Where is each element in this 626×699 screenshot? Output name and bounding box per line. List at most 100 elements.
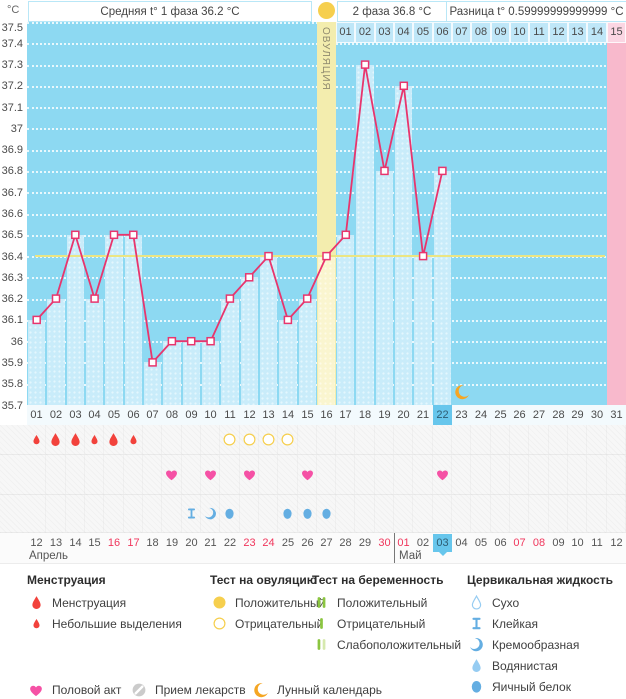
day-cell[interactable] (587, 495, 607, 532)
day-cell[interactable] (336, 455, 355, 494)
day-cell[interactable] (143, 495, 162, 532)
day-cell[interactable] (46, 495, 66, 532)
day-cell[interactable] (124, 455, 143, 494)
day-cell[interactable] (607, 425, 626, 454)
day-cell[interactable] (201, 425, 220, 454)
day-cell[interactable] (46, 455, 66, 494)
calendar-date[interactable]: 04 (455, 537, 468, 549)
day-cell[interactable] (549, 425, 568, 454)
day-cell[interactable] (182, 455, 201, 494)
day-cell[interactable] (182, 425, 201, 454)
day-cell[interactable] (394, 455, 413, 494)
day-cell[interactable] (124, 425, 143, 454)
calendar-date[interactable]: 29 (358, 537, 372, 549)
day-cell[interactable] (471, 455, 491, 494)
day-cell[interactable] (220, 495, 240, 532)
calendar-date[interactable]: 01 (397, 537, 410, 549)
calendar-date[interactable]: 23 (243, 537, 256, 549)
day-cell[interactable] (491, 495, 510, 532)
day-cell[interactable] (433, 455, 452, 494)
day-cell[interactable] (394, 495, 413, 532)
day-cell[interactable] (298, 425, 317, 454)
day-cell[interactable] (162, 455, 182, 494)
day-cell[interactable] (85, 455, 104, 494)
day-cell[interactable] (278, 455, 298, 494)
calendar-date[interactable]: 22 (223, 537, 237, 549)
day-cell[interactable] (375, 495, 394, 532)
day-cell[interactable] (298, 455, 317, 494)
day-cell[interactable] (355, 495, 375, 532)
day-cell[interactable] (240, 425, 259, 454)
calendar-date[interactable]: 14 (69, 537, 82, 549)
calendar-date[interactable]: 24 (262, 537, 275, 549)
day-cell[interactable] (143, 455, 162, 494)
day-cell[interactable] (220, 425, 240, 454)
day-cell[interactable] (355, 425, 375, 454)
day-cell[interactable] (259, 455, 278, 494)
day-cell[interactable] (298, 495, 317, 532)
day-cell[interactable] (529, 455, 549, 494)
calendar-date[interactable]: 17 (127, 537, 140, 549)
day-cell[interactable] (549, 495, 568, 532)
day-cell[interactable] (240, 455, 259, 494)
day-cell[interactable] (162, 425, 182, 454)
day-cell[interactable] (85, 495, 104, 532)
day-cell[interactable] (336, 495, 355, 532)
day-cell[interactable] (201, 455, 220, 494)
day-cell[interactable] (278, 425, 298, 454)
day-cell[interactable] (162, 495, 182, 532)
day-cell[interactable] (510, 425, 529, 454)
calendar-date[interactable]: 06 (494, 537, 507, 549)
day-cell[interactable] (240, 495, 259, 532)
calendar-date[interactable]: 12 (610, 537, 623, 549)
day-cell[interactable] (317, 495, 336, 532)
calendar-date[interactable]: 11 (591, 537, 603, 549)
calendar-date[interactable]: 28 (339, 537, 352, 549)
day-cell[interactable] (587, 425, 607, 454)
day-cell[interactable] (413, 455, 433, 494)
day-cell[interactable] (607, 495, 626, 532)
day-cell[interactable] (510, 455, 529, 494)
calendar-date[interactable]: 25 (281, 537, 295, 549)
day-cell[interactable] (452, 425, 471, 454)
day-cell[interactable] (317, 425, 336, 454)
day-cell[interactable] (66, 425, 85, 454)
day-cell[interactable] (375, 425, 394, 454)
calendar-date[interactable]: 07 (513, 537, 526, 549)
day-cell[interactable] (607, 455, 626, 494)
calendar-date[interactable]: 10 (571, 537, 584, 549)
calendar-date[interactable]: 03 (433, 534, 452, 552)
day-cell[interactable] (66, 455, 85, 494)
calendar-date[interactable]: 12 (30, 537, 43, 549)
calendar-date[interactable]: 26 (301, 537, 314, 549)
day-cell[interactable] (568, 455, 587, 494)
day-cell[interactable] (452, 495, 471, 532)
day-cell[interactable] (104, 495, 124, 532)
day-cell[interactable] (375, 455, 394, 494)
day-cell[interactable] (529, 495, 549, 532)
day-cell[interactable] (529, 425, 549, 454)
day-cell[interactable] (452, 455, 471, 494)
day-cell[interactable] (413, 425, 433, 454)
day-cell[interactable] (471, 425, 491, 454)
day-cell[interactable] (471, 495, 491, 532)
day-cell[interactable] (124, 495, 143, 532)
day-cell[interactable] (27, 455, 46, 494)
day-cell[interactable] (220, 455, 240, 494)
calendar-date[interactable]: 20 (185, 537, 198, 549)
calendar-date[interactable]: 27 (320, 537, 333, 549)
calendar-date[interactable]: 15 (88, 537, 101, 549)
day-cell[interactable] (491, 455, 510, 494)
calendar-date[interactable]: 21 (204, 537, 217, 549)
calendar-date[interactable]: 13 (49, 537, 63, 549)
day-cell[interactable] (201, 495, 220, 532)
calendar-date[interactable]: 19 (165, 537, 179, 549)
day-cell[interactable] (104, 425, 124, 454)
day-cell[interactable] (259, 425, 278, 454)
day-cell[interactable] (259, 495, 278, 532)
calendar-date[interactable]: 09 (552, 537, 565, 549)
day-cell[interactable] (85, 425, 104, 454)
day-cell[interactable] (27, 425, 46, 454)
calendar-date[interactable]: 18 (146, 537, 159, 549)
day-cell[interactable] (104, 455, 124, 494)
